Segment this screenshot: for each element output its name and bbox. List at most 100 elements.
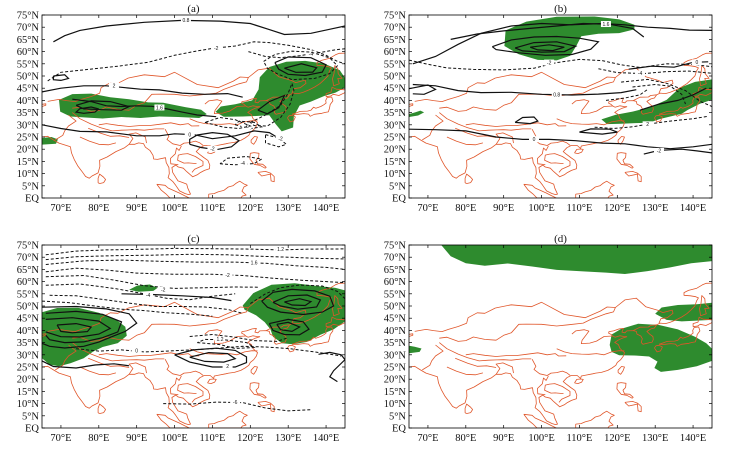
contour-line <box>45 283 236 301</box>
coastline <box>42 333 47 337</box>
contour-line <box>276 321 301 333</box>
lat-label: 15°N <box>384 157 407 168</box>
contour-label-bg <box>544 59 555 66</box>
coastline <box>439 342 532 362</box>
map-frame <box>408 244 713 429</box>
lon-label: 90°E <box>126 433 147 444</box>
lat-label: 40°N <box>17 326 40 337</box>
lon-label: 80°E <box>455 203 476 214</box>
coastline <box>177 153 204 173</box>
panel-title: (d) <box>554 233 567 245</box>
contour-label-bg <box>211 45 222 52</box>
contour-label: 0 <box>188 133 191 139</box>
contour-label-bg <box>528 136 539 143</box>
panel-title: (c) <box>187 233 200 245</box>
coastline <box>455 127 497 138</box>
coastline <box>207 378 217 384</box>
map-panel-d-svg: (d) 75°N70°N65°N60°N55°N 50°N45°N40°N35°N3… <box>384 233 713 444</box>
lat-label: 30°N <box>17 350 40 361</box>
lat-label: 55°N <box>17 289 40 300</box>
lat-label: 65°N <box>17 35 40 46</box>
contours: 1.6 -2 -4 0.8 0 2 -2 0 <box>409 21 712 155</box>
coastline <box>624 171 642 183</box>
coastline <box>249 152 267 169</box>
coastline <box>692 316 712 328</box>
coastline <box>616 152 634 169</box>
map-panel-b-svg: 1.6 -2 -4 0.8 0 2 -2 0 (b) 75°N70°N65°N60°N55°N 50… <box>384 3 713 214</box>
lat-label: 5°N <box>22 411 39 422</box>
contour-label-bg <box>108 82 119 89</box>
lon-label: 140°E <box>313 203 339 214</box>
coastline <box>97 403 106 414</box>
lat-label: EQ <box>392 424 406 435</box>
contour-line <box>45 259 345 270</box>
contour-label: -2 <box>547 60 552 66</box>
coastline <box>266 324 290 331</box>
contour-label-bg <box>642 121 653 128</box>
contour-label: -4 <box>146 293 151 299</box>
coastline <box>140 352 200 357</box>
contour-label-bg <box>158 286 169 293</box>
map-frame <box>41 244 346 429</box>
contour-line <box>189 351 237 363</box>
lon-label: 120°E <box>604 433 630 444</box>
map-panel-a-svg: 0.8-2-421.60-2-6-4-2(a)75°N70°N65°N60°N5… <box>17 3 346 214</box>
coastline <box>571 329 613 344</box>
contour-line <box>272 294 322 310</box>
contour-line <box>409 84 437 95</box>
contour-label-bg <box>222 272 233 279</box>
coastline <box>495 362 514 375</box>
lon-label: 130°E <box>642 203 668 214</box>
contour-line <box>52 74 70 82</box>
lat-label: 60°N <box>384 277 407 288</box>
coastlines <box>409 282 712 428</box>
contour-line <box>284 63 318 73</box>
contour-line <box>514 41 578 53</box>
contour-line <box>639 87 707 111</box>
longitude-axis: 70°E 80°E 90°E 100°E 110°E 120°E 130°E 140°E <box>50 15 339 214</box>
contour-line <box>632 83 686 105</box>
lon-label: 90°E <box>126 203 147 214</box>
contour-label-bg <box>600 21 611 28</box>
contour-label-bg <box>222 363 233 370</box>
map-frame <box>408 14 713 199</box>
coastline <box>523 183 557 198</box>
contour-label: 0 <box>533 137 536 143</box>
contour-label: 1.2 <box>217 337 224 343</box>
lat-label: 25°N <box>17 363 40 374</box>
contour-label-bg <box>143 292 154 299</box>
longitude-axis: 70°E 80°E 90°E 100°E 110°E 120°E 130°E 140°E <box>50 245 339 444</box>
lat-label: 60°N <box>17 47 40 58</box>
lon-label: 110°E <box>566 203 592 214</box>
lat-label: 50°N <box>17 302 40 313</box>
coastlines <box>409 52 712 198</box>
contour-label: -6 <box>233 400 238 406</box>
coastline <box>248 67 307 94</box>
contour-line <box>579 128 618 135</box>
contour-label: -2 <box>161 288 166 294</box>
coastline <box>88 357 130 368</box>
lat-label: 70°N <box>384 23 407 34</box>
lat-label: 35°N <box>17 338 40 349</box>
coastline <box>575 410 615 428</box>
contour-line <box>45 267 345 284</box>
coastline <box>556 118 625 126</box>
coastline <box>128 132 147 145</box>
lon-label: 140°E <box>680 203 706 214</box>
contour-line <box>49 294 243 314</box>
coastlines <box>42 282 345 428</box>
coastline <box>544 383 571 403</box>
contour-line <box>72 98 217 118</box>
contours: 1.2 1.6 -2 -2 -4 0 2 1.2 -6 <box>42 246 345 412</box>
contour-label: -2 <box>278 137 283 143</box>
contour-line <box>409 58 712 71</box>
lon-label: 100°E <box>528 203 554 214</box>
lat-label: 55°N <box>384 59 407 70</box>
lat-label: 70°N <box>384 253 407 264</box>
coastline <box>658 326 701 347</box>
coastline <box>55 114 77 141</box>
contour-line <box>204 116 252 130</box>
coastline <box>617 136 625 145</box>
contour-label: 2 <box>113 83 116 89</box>
coastline <box>257 171 275 183</box>
